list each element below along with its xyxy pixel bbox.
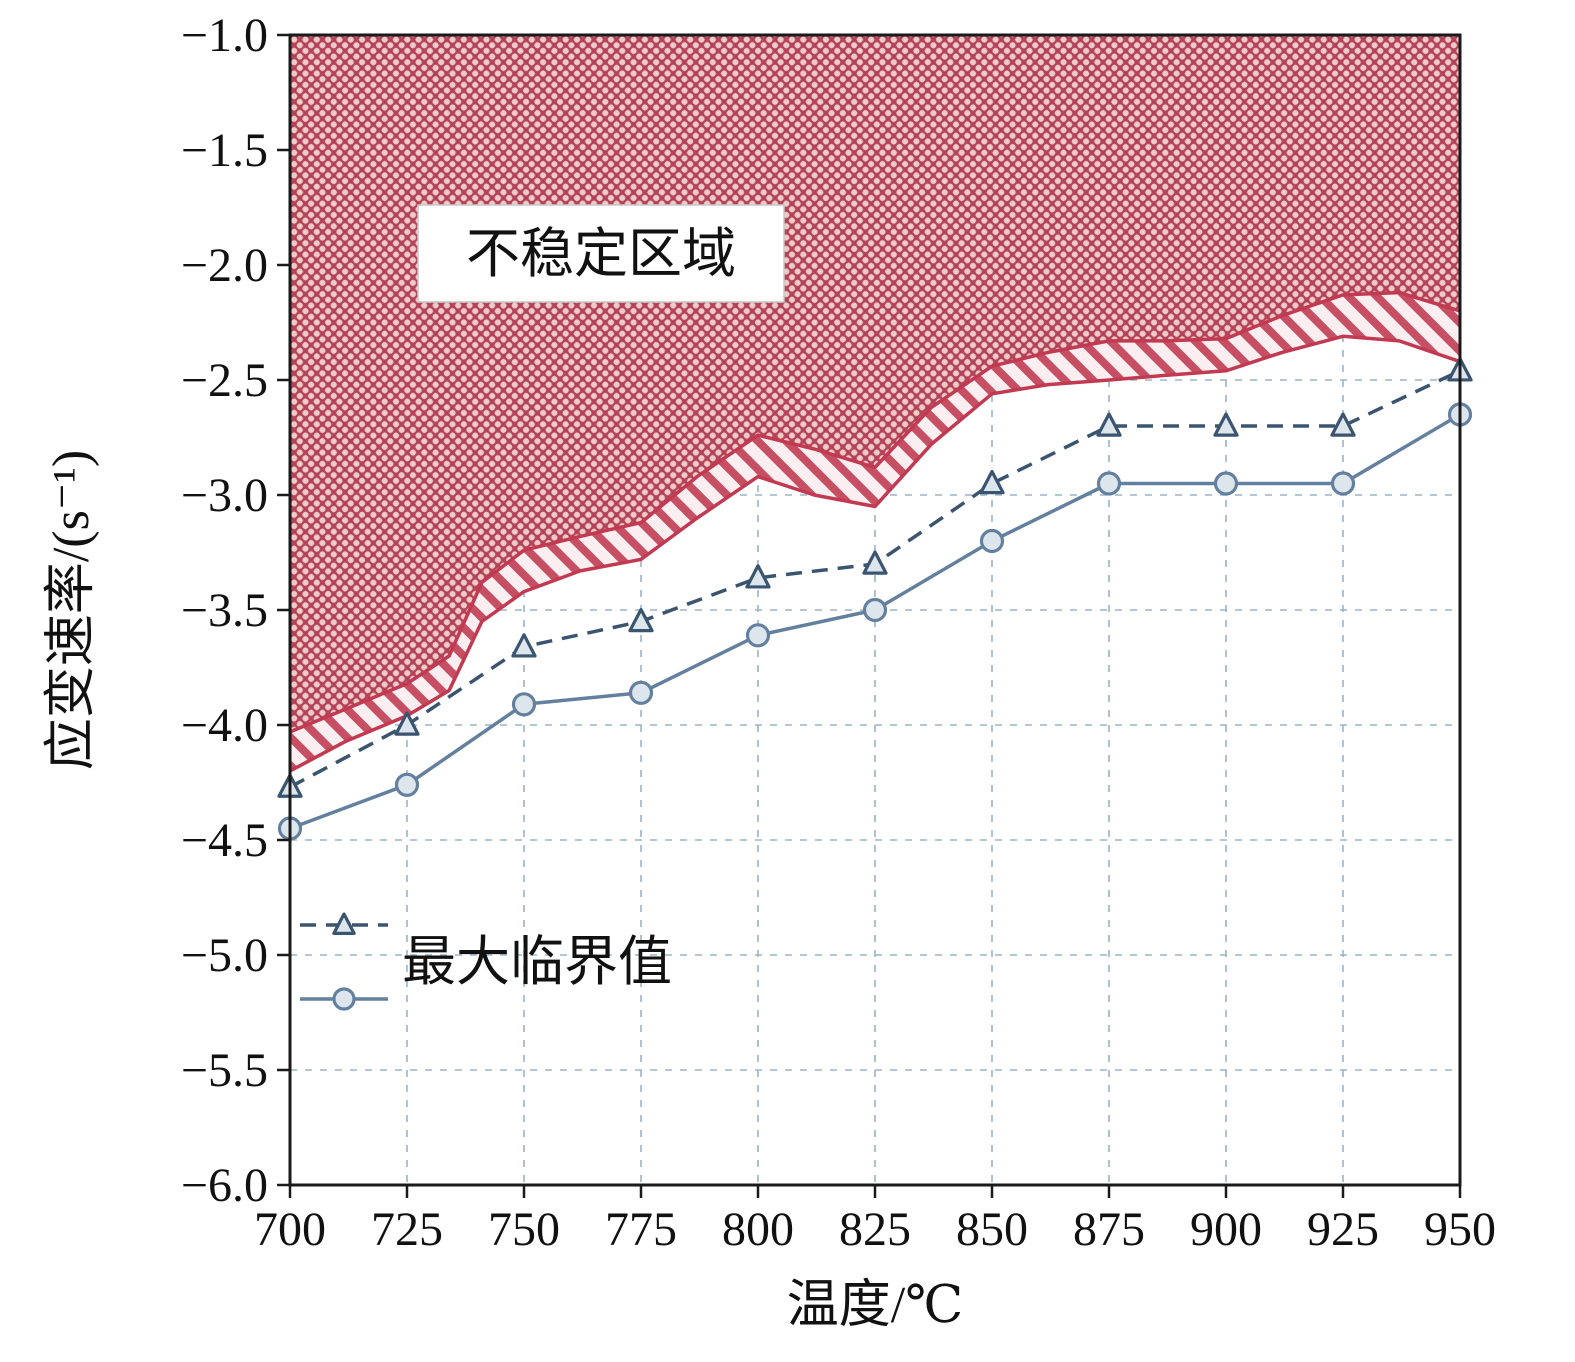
- x-tick-label: 800: [722, 1203, 794, 1256]
- triangle-marker: [862, 550, 888, 575]
- annotation-unstable-region: 不稳定区域: [417, 204, 785, 303]
- triangle-marker: [394, 711, 420, 736]
- circle-marker: [1096, 471, 1122, 496]
- y-tick-label: −3.5: [181, 584, 268, 637]
- regions: [290, 35, 1460, 773]
- y-tick-label: −2.0: [181, 239, 268, 292]
- y-tick-label: −6.0: [181, 1159, 268, 1212]
- series-circle: [277, 402, 1473, 841]
- x-tick-label: 925: [1307, 1203, 1379, 1256]
- circle-marker: [745, 623, 771, 648]
- circle-marker: [862, 597, 888, 623]
- x-tick-label: 700: [254, 1203, 326, 1256]
- triangle-marker: [745, 564, 771, 589]
- legend-label: 最大临界值: [402, 932, 672, 992]
- circle-marker: [1213, 471, 1239, 496]
- y-tick-label: −3.0: [181, 469, 268, 522]
- x-tick-label: 950: [1424, 1203, 1496, 1256]
- triangle-marker: [979, 469, 1005, 495]
- boundary-line-lower: [290, 334, 1460, 773]
- x-tick-label: 750: [488, 1203, 560, 1256]
- circle-marker: [511, 692, 537, 717]
- y-axis-title: 应变速率/(s⁻¹): [43, 450, 100, 770]
- triangle-marker: [1096, 412, 1122, 437]
- x-tick-label: 900: [1190, 1203, 1262, 1256]
- x-tick-label: 825: [839, 1203, 911, 1256]
- y-tick-label: −4.0: [181, 699, 268, 752]
- annotation-box: [417, 204, 785, 303]
- y-tick-label: −1.5: [181, 124, 268, 177]
- series-triangle: [277, 357, 1473, 798]
- triangle-marker: [332, 912, 356, 935]
- circle-marker: [332, 987, 356, 1011]
- axis-titles: 温度/℃ 应变速率/(s⁻¹): [43, 450, 963, 1334]
- axes: 700 725 750 775 800 825 850 875 900 925 950 −6.0 −5.…: [181, 9, 1496, 1256]
- y-tick-label: −2.5: [181, 354, 268, 407]
- triangle-marker: [511, 633, 537, 658]
- legend: 最大临界值: [300, 912, 672, 1011]
- circle-marker: [979, 528, 1005, 554]
- triangle-marker: [1213, 412, 1239, 437]
- x-tick-label: 850: [956, 1203, 1028, 1256]
- x-tick-label: 725: [371, 1203, 443, 1256]
- annotation-label: 不稳定区域: [466, 224, 736, 284]
- circle-marker: [628, 680, 654, 705]
- y-tick-label: −5.0: [181, 929, 268, 982]
- circle-marker: [394, 772, 420, 797]
- y-tick-label: −5.5: [181, 1044, 268, 1097]
- x-tick-label: 775: [605, 1203, 677, 1256]
- y-tick-label: −4.5: [181, 814, 268, 867]
- x-tick-label: 875: [1073, 1203, 1145, 1256]
- boundary-line-upper: [290, 290, 1460, 734]
- x-axis-title: 温度/℃: [787, 1277, 964, 1334]
- circle-marker: [1330, 471, 1356, 496]
- triangle-marker: [628, 607, 654, 633]
- triangle-marker: [1330, 412, 1356, 437]
- y-tick-label: −1.0: [181, 9, 268, 62]
